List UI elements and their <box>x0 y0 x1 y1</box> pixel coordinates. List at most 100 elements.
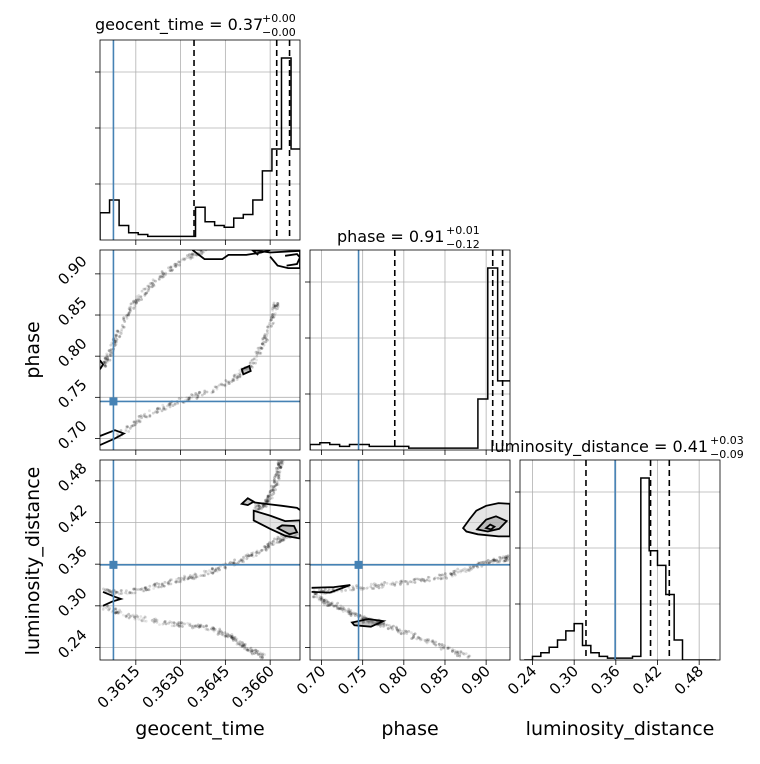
sample-point <box>238 642 241 646</box>
sample-point <box>177 623 181 626</box>
sample-point <box>241 641 245 645</box>
sample-point <box>162 622 166 625</box>
sample-point <box>276 470 280 474</box>
sample-point <box>397 630 400 634</box>
sample-point <box>246 552 250 556</box>
hist-0-frame <box>99 39 301 241</box>
x-tick-label: 0.80 <box>375 662 411 698</box>
sample-point <box>230 380 234 384</box>
sample-point <box>275 468 278 472</box>
sample-point <box>384 623 388 627</box>
sample-point <box>259 346 263 350</box>
sample-point <box>179 580 183 584</box>
sample-point <box>399 583 402 586</box>
sample-point <box>105 360 109 364</box>
sample-point <box>374 583 378 587</box>
sample-point <box>274 312 277 315</box>
sample-point <box>255 508 259 512</box>
sample-point <box>271 487 274 491</box>
sample-point <box>213 628 217 631</box>
sample-point <box>272 489 275 492</box>
histogram-step <box>100 57 300 240</box>
sample-point <box>116 329 120 333</box>
sample-point <box>380 582 384 585</box>
sample-point <box>425 578 429 582</box>
sample-point <box>438 642 441 646</box>
sample-point <box>107 349 111 352</box>
sample-point <box>250 553 254 557</box>
sample-point <box>249 554 253 558</box>
sample-point <box>276 470 279 474</box>
sample-point <box>386 627 390 630</box>
sample-point <box>211 628 215 631</box>
sample-point <box>506 555 509 559</box>
hist-0-grid <box>100 40 300 240</box>
sample-point <box>263 545 267 549</box>
y-tick-label: 0.48 <box>54 459 90 495</box>
sample-point <box>104 356 107 360</box>
sample-point <box>271 486 275 490</box>
sample-point <box>195 393 199 397</box>
sample-point <box>406 580 410 584</box>
sample-point <box>239 558 243 562</box>
sample-point <box>142 619 146 623</box>
sample-point <box>113 343 117 347</box>
sample-point <box>146 284 150 288</box>
sample-point <box>139 615 143 618</box>
sample-point <box>411 636 415 640</box>
sample-point <box>104 357 108 361</box>
sample-point <box>214 568 217 572</box>
sample-point <box>257 652 260 656</box>
sample-point <box>278 540 282 544</box>
sample-point <box>352 587 356 591</box>
sample-point <box>273 480 276 484</box>
sample-point <box>202 569 206 573</box>
sample-point <box>100 604 104 608</box>
sample-point <box>178 260 182 264</box>
sample-point <box>234 637 237 641</box>
sample-point <box>232 378 236 382</box>
sample-point <box>314 592 318 596</box>
sample-point <box>380 586 384 589</box>
sample-point <box>439 577 443 580</box>
sample-point <box>254 505 258 509</box>
sample-point <box>105 358 108 362</box>
sample-point <box>347 607 351 611</box>
sample-point <box>272 303 276 307</box>
sample-point <box>327 601 331 604</box>
sample-point <box>163 620 167 623</box>
sample-point <box>117 330 121 334</box>
sample-point <box>418 636 421 640</box>
sample-point <box>241 558 244 562</box>
hist-1-plot-area <box>310 250 510 450</box>
sample-point <box>251 361 255 365</box>
sample-point <box>109 353 112 357</box>
sample-point <box>276 305 280 308</box>
sample-point <box>330 603 334 606</box>
sample-point <box>280 538 284 542</box>
sample-point <box>430 640 434 644</box>
sample-point <box>472 565 476 568</box>
sample-point <box>265 337 268 341</box>
sample-point <box>196 393 200 396</box>
sample-point <box>344 589 347 592</box>
sample-point <box>468 654 472 658</box>
sample-point <box>125 615 128 619</box>
sample-point <box>268 491 272 495</box>
sample-point <box>258 505 261 508</box>
sample-point <box>196 575 200 579</box>
sample-point <box>224 634 228 638</box>
sample-point <box>275 481 279 484</box>
sample-point <box>261 505 265 508</box>
sample-point <box>232 561 236 564</box>
sample-point <box>254 361 257 365</box>
panel-0-grid <box>100 250 300 450</box>
sample-point <box>190 576 194 580</box>
sample-point <box>186 577 190 581</box>
sample-point <box>317 597 321 600</box>
sample-point <box>268 497 272 500</box>
sample-point <box>500 557 504 560</box>
sample-point <box>122 318 126 322</box>
sample-point <box>173 621 176 625</box>
